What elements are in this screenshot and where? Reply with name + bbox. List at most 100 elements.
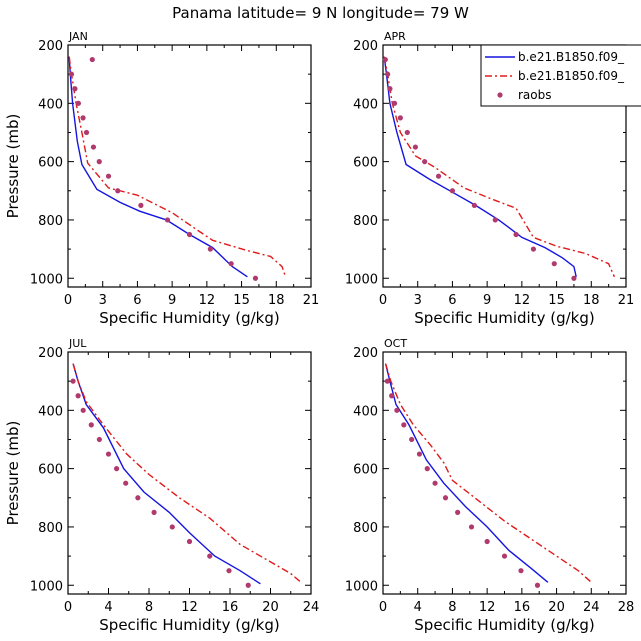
raobs-point xyxy=(207,553,213,559)
raobs-point xyxy=(492,217,498,223)
raobs-point xyxy=(105,173,112,179)
raobs-point xyxy=(384,378,390,384)
panel-jul: 0 4 8 12 16 20 24 200 400 600 800 1000 Specific Humi… xyxy=(4,337,319,634)
x-tick-label: 4 xyxy=(104,600,112,615)
plot-frame-jul xyxy=(67,351,312,595)
raobs-point xyxy=(442,495,449,501)
x-tick-label: 0 xyxy=(379,293,387,308)
raobs-point xyxy=(169,524,175,530)
raobs-point xyxy=(75,393,81,399)
raobs-point xyxy=(534,582,541,588)
raobs-point xyxy=(70,378,76,384)
x-tick-label: 4 xyxy=(414,600,422,615)
x-tick-label: 24 xyxy=(303,600,320,615)
raobs-point xyxy=(435,173,442,179)
panel-label: JAN xyxy=(68,30,88,43)
raobs-point xyxy=(68,71,75,77)
raobs-point xyxy=(123,480,129,486)
raobs-point xyxy=(412,144,418,150)
x-tick-label: 21 xyxy=(303,293,320,308)
legend-label: b.e21.B1850.f09_ xyxy=(518,69,625,83)
raobs-point xyxy=(432,480,438,486)
raobs-point xyxy=(96,436,102,443)
x-tick-label: 21 xyxy=(618,293,635,308)
y-tick-label: 1000 xyxy=(345,579,378,594)
y-tick-label: 600 xyxy=(38,463,63,478)
y-tick-label: 800 xyxy=(353,214,378,229)
raobs-point xyxy=(83,129,90,136)
x-tick-label: 8 xyxy=(448,600,456,615)
series-line-dashed xyxy=(383,56,616,278)
x-axis-label: Specific Humidity (g/kg) xyxy=(414,616,594,634)
raobs-point xyxy=(135,495,141,501)
raobs-point xyxy=(88,422,94,428)
raobs-point xyxy=(394,407,400,413)
series-line-solid xyxy=(72,363,261,585)
raobs-point xyxy=(80,115,86,121)
raobs-point xyxy=(96,159,102,165)
y-tick-label: 600 xyxy=(353,156,378,171)
y-tick-label: 1000 xyxy=(30,272,63,287)
raobs-point xyxy=(397,115,403,121)
panel-label: APR xyxy=(384,30,406,43)
y-tick-label: 1000 xyxy=(345,272,378,287)
x-tick-label: 28 xyxy=(618,600,635,615)
panel-label: OCT xyxy=(384,337,407,350)
y-tick-label: 600 xyxy=(38,156,63,171)
y-tick-label: 1000 xyxy=(30,579,63,594)
raobs-point xyxy=(80,407,86,413)
raobs-point xyxy=(186,231,193,238)
x-tick-label: 24 xyxy=(583,600,600,615)
raobs-point xyxy=(138,202,144,208)
raobs-point xyxy=(90,144,97,150)
raobs-point xyxy=(75,100,82,106)
legend: b.e21.B1850.f09_ b.e21.B1850.f09_raobs xyxy=(480,44,641,107)
x-axis-label: Specific Humidity (g/kg) xyxy=(414,309,594,327)
y-tick-label: 400 xyxy=(353,97,378,112)
y-tick-label: 200 xyxy=(38,346,63,361)
raobs-point xyxy=(501,553,508,559)
x-axis-label: Specific Humidity (g/kg) xyxy=(99,309,279,327)
raobs-point xyxy=(449,188,456,194)
x-tick-label: 15 xyxy=(548,293,565,308)
panel-label: JUL xyxy=(68,337,87,350)
y-tick-label: 400 xyxy=(38,97,63,112)
series-line-solid xyxy=(384,363,549,583)
raobs-point xyxy=(252,275,259,281)
raobs-point xyxy=(164,217,171,223)
raobs-point xyxy=(409,436,415,443)
raobs-point xyxy=(382,56,388,63)
y-tick-label: 200 xyxy=(38,39,63,54)
x-tick-label: 3 xyxy=(414,293,422,308)
raobs-point xyxy=(114,466,120,472)
y-tick-label: 400 xyxy=(38,404,63,419)
raobs-point xyxy=(151,509,157,515)
y-tick-label: 800 xyxy=(38,214,63,229)
series-line-solid xyxy=(383,56,577,277)
legend-label: raobs xyxy=(518,88,552,102)
raobs-point xyxy=(424,466,430,472)
x-tick-label: 9 xyxy=(168,293,176,308)
series-line-solid xyxy=(68,56,248,278)
x-tick-label: 3 xyxy=(99,293,107,308)
raobs-point xyxy=(72,86,78,92)
x-tick-label: 18 xyxy=(268,293,285,308)
figure-title: Panama latitude= 9 N longitude= 79 W xyxy=(172,4,469,22)
y-tick-label: 400 xyxy=(353,404,378,419)
raobs-point xyxy=(551,261,557,267)
x-tick-label: 20 xyxy=(262,600,279,615)
raobs-point xyxy=(245,582,251,588)
y-axis-label: Pressure (mb) xyxy=(4,421,22,526)
raobs-point xyxy=(455,509,461,515)
legend-marker-dot xyxy=(497,92,503,98)
x-tick-label: 0 xyxy=(64,600,72,615)
raobs-point xyxy=(416,451,423,457)
raobs-point xyxy=(518,568,524,574)
raobs-point xyxy=(484,538,490,545)
panel-apr: 0 3 6 9 12 15 18 21 200 400 600 800 1000 Specific Hum… xyxy=(345,30,634,327)
raobs-point xyxy=(513,231,519,238)
x-tick-label: 12 xyxy=(181,600,198,615)
x-tick-label: 12 xyxy=(199,293,216,308)
